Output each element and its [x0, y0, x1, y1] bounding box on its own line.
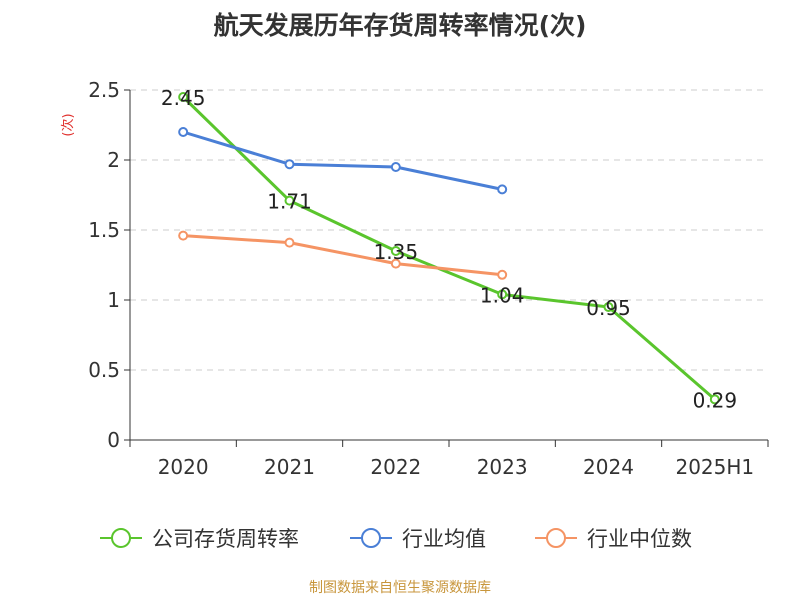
y-tick-label: 0 [107, 428, 120, 452]
data-point [603, 302, 614, 312]
data-label: 0.95 [586, 296, 631, 320]
legend: 公司存货周转率 行业均值 行业中位数 [100, 527, 692, 551]
grid-lines [130, 89, 768, 371]
data-label: 1.35 [374, 240, 419, 264]
data-label: 2.45 [161, 86, 206, 110]
series-line [183, 234, 503, 277]
data-point [284, 237, 295, 248]
x-tick-label: 2023 [477, 455, 528, 479]
axes: 0 0.5 1 1.5 2 2.5 2020 2021 2022 2023 2024 2025H1 [88, 78, 769, 479]
data-point [178, 127, 189, 137]
y-tick-label: 2 [107, 148, 120, 172]
series-2 [178, 230, 508, 280]
data-point [390, 246, 401, 256]
data-label: 0.29 [693, 388, 738, 412]
series-0 [178, 92, 720, 405]
legend-item: 行业均值 [350, 527, 486, 551]
x-tick-label: 2022 [370, 455, 421, 479]
y-axis-label: (次) [60, 113, 76, 136]
series-1 [178, 127, 508, 195]
legend-label: 行业均值 [402, 527, 486, 551]
data-point [497, 269, 508, 280]
legend-marker [546, 528, 566, 548]
legend-label: 公司存货周转率 [152, 527, 299, 551]
y-tick-label: 2.5 [88, 78, 120, 102]
legend-marker [111, 528, 131, 548]
data-point [390, 258, 401, 269]
data-point [497, 289, 508, 300]
x-tick-label: 2021 [264, 455, 315, 479]
legend-label: 行业中位数 [587, 527, 692, 551]
data-point [709, 394, 720, 405]
x-tick-label: 2020 [158, 455, 209, 479]
y-tick-label: 1.5 [88, 218, 120, 242]
x-tick-label: 2025H1 [675, 455, 754, 479]
series-line [182, 130, 503, 191]
data-labels: 2.45 1.71 1.35 1.04 0.95 0.29 [161, 86, 737, 412]
data-point [390, 162, 401, 172]
source-note: 制图数据来自恒生聚源数据库 [309, 580, 491, 596]
data-point [497, 184, 508, 195]
data-point [284, 195, 295, 206]
x-tick-label: 2024 [583, 455, 634, 479]
data-point [178, 230, 189, 241]
data-label: 1.71 [267, 190, 312, 214]
legend-item: 行业中位数 [535, 527, 692, 551]
chart-title: 航天发展历年存货周转率情况(次) [214, 11, 587, 40]
data-label: 1.04 [480, 283, 525, 307]
series-line [182, 95, 716, 401]
legend-item: 公司存货周转率 [100, 527, 299, 551]
y-tick-label: 0.5 [88, 358, 120, 382]
legend-marker [361, 528, 381, 548]
data-point [284, 159, 295, 170]
data-point [178, 92, 189, 102]
y-tick-label: 1 [107, 288, 120, 312]
series-layer [178, 92, 720, 405]
